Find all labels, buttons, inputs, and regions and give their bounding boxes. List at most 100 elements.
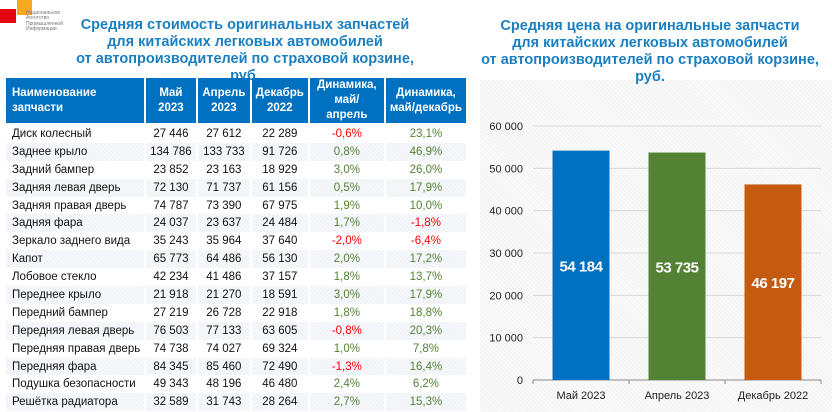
- logo-line: Национальное: [26, 10, 61, 16]
- table-row: Передняя правая дверь 74 738 74 027 69 324 1…: [6, 340, 466, 358]
- december-2022-cell: 69 324: [262, 342, 298, 355]
- may-2023-cell: 134 786: [145, 142, 196, 161]
- logo-line: Информации: [26, 26, 57, 33]
- part-name-cell: Передняя левая дверь: [6, 321, 144, 340]
- december-2022-cell: 72 490: [251, 357, 308, 376]
- table-row: Передняя фара 84 345 85 460 72 490 -1,3% 16,4…: [6, 357, 466, 376]
- table-row: Задняя фара 24 037 23 637 24 484 1,7% -1,8%: [6, 214, 466, 233]
- may-2023-cell: 84 345: [145, 357, 196, 376]
- table-row: Заднее крыло 134 786 133 733 91 726 0,8% 46,9…: [6, 142, 466, 161]
- change-may-december-cell: 23,1%: [409, 127, 443, 140]
- april-2023-cell: 85 460: [198, 357, 250, 376]
- april-2023-cell: 23 163: [206, 163, 242, 176]
- title-line: Средняя стоимость оригинальных запчастей: [80, 17, 410, 33]
- april-2023-cell: 35 964: [206, 235, 242, 248]
- change-may-december-cell: 16,4%: [385, 357, 466, 376]
- may-2023-cell: 74 738: [153, 342, 189, 355]
- change-may-april-cell: 1,8%: [333, 306, 360, 319]
- logo: Национальное Агентство Промышленной Инфо…: [0, 0, 70, 40]
- april-2023-cell: 41 486: [206, 271, 242, 284]
- change-may-april-cell: -2,0%: [331, 235, 362, 248]
- part-name-cell: Задняя правая дверь: [12, 199, 127, 212]
- table-row: Лобовое стекло 42 234 41 486 37 157 1,8% 13,7…: [6, 268, 466, 286]
- may-2023-cell: 32 589: [145, 393, 196, 412]
- part-name-cell: Задняя фара: [6, 214, 144, 233]
- april-2023-cell: 23 637: [198, 214, 250, 233]
- april-2023-cell: 73 390: [206, 199, 242, 212]
- table-row: Задняя левая дверь 72 130 71 737 61 156 0,5%…: [6, 178, 466, 197]
- change-may-december-cell: 46,9%: [385, 142, 466, 161]
- part-name-cell: Диск колесный: [12, 127, 92, 140]
- part-name-cell: Передняя фара: [6, 357, 144, 376]
- bar-value-label: 46 197: [752, 275, 795, 292]
- change-may-april-cell: 3,0%: [309, 286, 384, 304]
- change-may-april-cell: 0,8%: [309, 142, 384, 161]
- table-row: Задний бампер 23 852 23 163 18 929 3,0% 26,0%: [6, 161, 466, 179]
- logo-line: Промышленной: [26, 20, 63, 27]
- change-may-december-cell: 15,3%: [385, 393, 466, 412]
- change-may-december-cell: 6,2%: [412, 378, 440, 391]
- part-name-cell: Задняя левая дверь: [6, 178, 144, 197]
- change-may-december-cell: -6,4%: [410, 235, 441, 248]
- may-2023-cell: 74 787: [153, 199, 189, 212]
- may-2023-cell: 72 130: [145, 178, 196, 197]
- table-row: Зеркало заднего вида 35 243 35 964 37 640 -2…: [6, 232, 466, 250]
- may-2023-cell: 27 219: [153, 306, 189, 319]
- change-may-december-cell: 17,9%: [385, 286, 466, 304]
- change-may-april-cell: 1,7%: [309, 214, 384, 233]
- april-2023-cell: 74 027: [206, 342, 242, 355]
- column-header: Декабрь 2022: [251, 78, 308, 125]
- part-name-cell: Подушка безопасности: [12, 378, 136, 391]
- may-2023-cell: 21 918: [145, 286, 196, 304]
- december-2022-cell: 91 726: [251, 142, 308, 161]
- april-2023-cell: 31 743: [198, 393, 250, 412]
- y-tick-label: 50 000: [489, 163, 523, 175]
- parts-price-table: Наименование запчасти Май 2023 Апрель 2023…: [4, 78, 468, 412]
- column-header: Наименование запчасти: [6, 78, 144, 125]
- part-name-cell: Передний бампер: [12, 306, 108, 319]
- december-2022-cell: 46 480: [262, 378, 298, 391]
- change-may-april-cell: -1,3%: [309, 357, 384, 376]
- may-2023-cell: 65 773: [145, 250, 196, 269]
- april-2023-cell: 133 733: [198, 142, 250, 161]
- table-row: Капот 65 773 64 486 56 130 2,0% 17,2%: [6, 250, 466, 269]
- bar: [744, 184, 802, 380]
- table-row: Передний бампер 27 219 26 728 22 918 1,8% 18,…: [6, 304, 466, 322]
- table-row: Передняя левая дверь 76 503 77 133 63 605 -0…: [6, 321, 466, 340]
- change-may-december-cell: 17,2%: [385, 250, 466, 269]
- title-line: для китайских легковых автомобилей: [512, 35, 788, 51]
- april-2023-cell: 77 133: [198, 321, 250, 340]
- change-may-april-cell: 1,8%: [333, 271, 360, 284]
- part-name-cell: Решётка радиатора: [6, 393, 144, 412]
- december-2022-cell: 37 157: [262, 271, 298, 284]
- part-name-cell: Передняя правая дверь: [12, 342, 141, 355]
- part-name-cell: Заднее крыло: [6, 142, 144, 161]
- change-may-december-cell: 20,3%: [385, 321, 466, 340]
- change-may-december-cell: 18,8%: [409, 306, 443, 319]
- change-may-april-cell: 3,0%: [333, 163, 360, 176]
- part-name-cell: Задний бампер: [12, 163, 95, 176]
- y-tick-label: 30 000: [489, 248, 523, 260]
- may-2023-cell: 27 446: [153, 127, 189, 140]
- y-tick-label: 0: [517, 375, 523, 387]
- december-2022-cell: 18 591: [251, 286, 308, 304]
- title-line: Средняя цена на оригинальные запчасти: [500, 18, 800, 34]
- chart-title: Средняя цена на оригинальные запчасти дл…: [480, 18, 820, 86]
- table-row: Решётка радиатора 32 589 31 743 28 264 2,7% 1…: [6, 393, 466, 412]
- december-2022-cell: 37 640: [262, 235, 298, 248]
- may-2023-cell: 49 343: [153, 378, 189, 391]
- change-may-april-cell: 0,5%: [309, 178, 384, 197]
- bar: [552, 150, 610, 380]
- may-2023-cell: 42 234: [153, 271, 189, 284]
- change-may-december-cell: 10,0%: [409, 199, 443, 212]
- table-row: Подушка безопасности 49 343 48 196 46 480 2,…: [6, 375, 466, 393]
- column-header: Динамика, май/декабрь: [385, 78, 466, 125]
- may-2023-cell: 23 852: [153, 163, 189, 176]
- april-2023-cell: 27 612: [206, 127, 242, 140]
- april-2023-cell: 21 270: [198, 286, 250, 304]
- december-2022-cell: 61 156: [251, 178, 308, 197]
- change-may-december-cell: 13,7%: [409, 271, 443, 284]
- december-2022-cell: 28 264: [251, 393, 308, 412]
- december-2022-cell: 22 918: [262, 306, 298, 319]
